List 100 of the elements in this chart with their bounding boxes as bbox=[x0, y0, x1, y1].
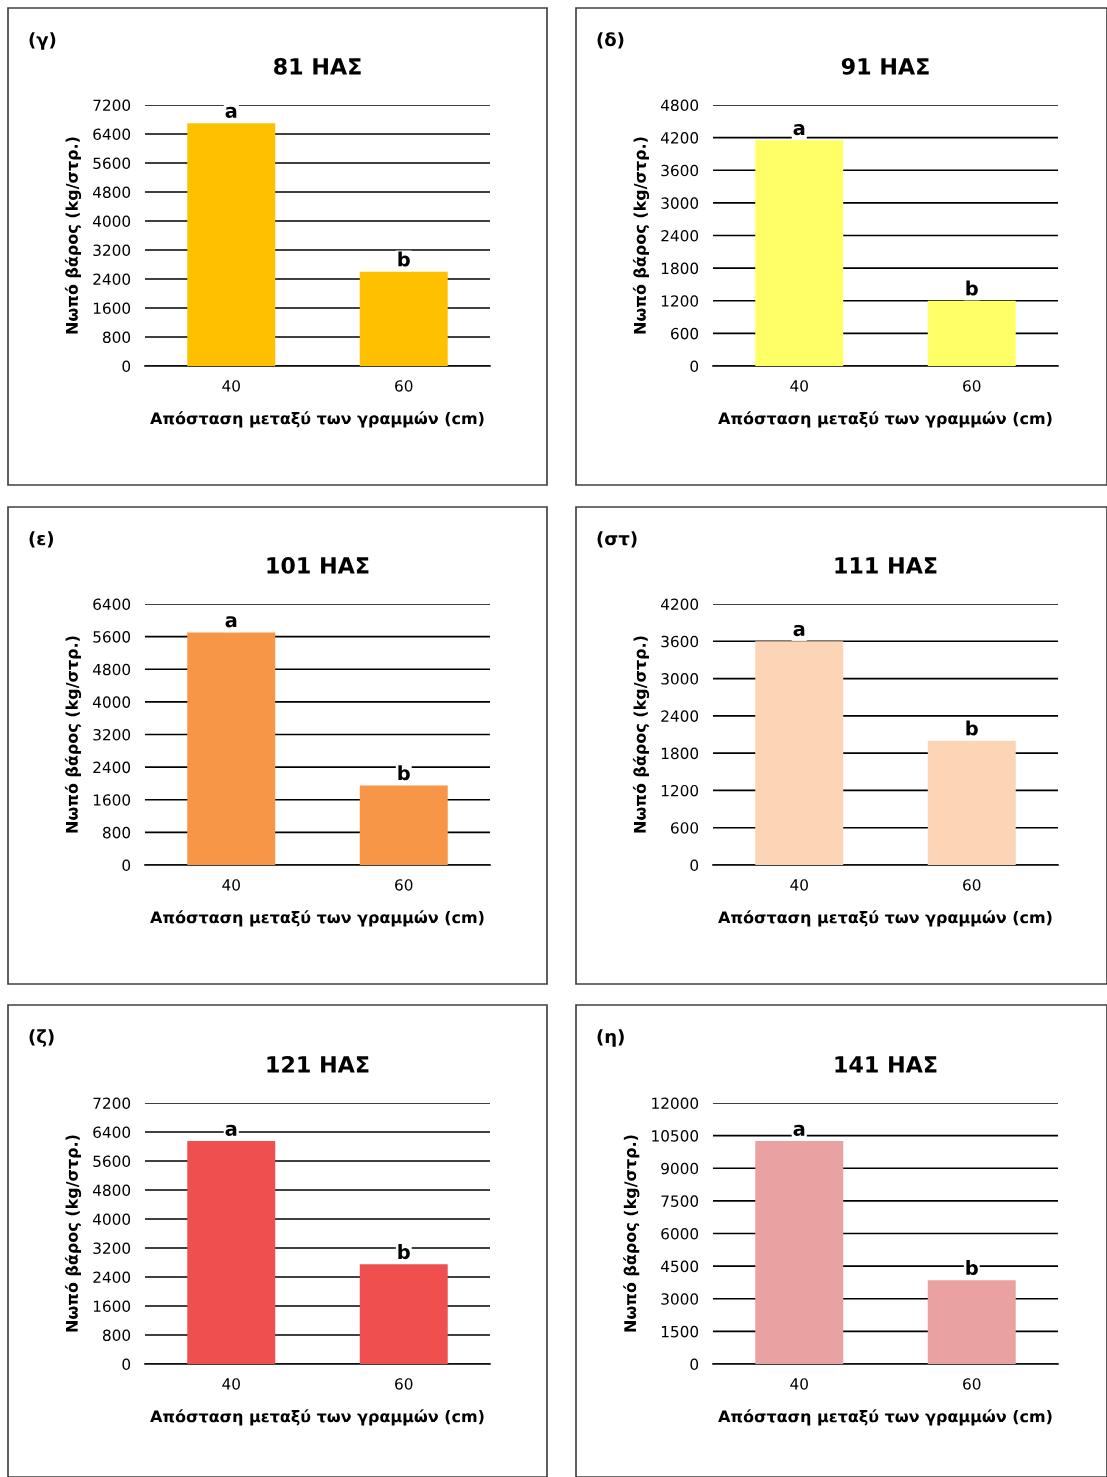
y-tick-label: 2400 bbox=[93, 273, 131, 286]
y-tick-label: 6000 bbox=[661, 1227, 699, 1240]
y-tick-label: 3000 bbox=[661, 673, 699, 685]
chart-title: 121 ΗΑΣ bbox=[267, 1055, 369, 1073]
y-tick-label: 800 bbox=[102, 331, 131, 344]
x-axis-title: Απόσταση μεταξύ των γραμμών (cm) bbox=[150, 411, 484, 428]
text: (στ) bbox=[597, 531, 637, 548]
annotation: a bbox=[793, 124, 805, 136]
y-axis-title: Νωπό βάρος (kg/στρ.) bbox=[632, 137, 650, 334]
y-tick-label: 800 bbox=[102, 1329, 131, 1342]
x-tick-label: 60 bbox=[395, 879, 413, 891]
y-tick-label: 6400 bbox=[93, 598, 131, 611]
text: (ε) bbox=[29, 531, 53, 548]
annotation: a bbox=[793, 624, 805, 637]
annotation: b bbox=[398, 765, 410, 781]
y-tick-label: 3000 bbox=[661, 197, 699, 209]
y-tick-label: 4200 bbox=[660, 132, 699, 144]
x-tick-label: 60 bbox=[963, 879, 981, 891]
y-tick-label: 4500 bbox=[660, 1260, 699, 1273]
x-tick-label: 60 bbox=[963, 380, 981, 392]
y-tick-label: 12000 bbox=[652, 1097, 699, 1110]
y-tick-label: 3200 bbox=[93, 244, 131, 257]
y-tick-label: 4800 bbox=[660, 99, 699, 112]
y-tick-label: 5600 bbox=[93, 1155, 131, 1168]
chart-title: 91 ΗΑΣ bbox=[841, 57, 929, 75]
y-tick-label: 0 bbox=[690, 360, 699, 373]
text: (ζ) bbox=[29, 1029, 54, 1047]
y-axis-title: Νωπό βάρος (kg/στρ.) bbox=[623, 1135, 640, 1332]
y-tick-label: 1600 bbox=[93, 1300, 131, 1313]
y-tick-label: 0 bbox=[122, 1358, 131, 1371]
x-tick-label: 40 bbox=[790, 879, 808, 891]
x-tick-label: 40 bbox=[790, 1378, 808, 1390]
y-tick-label: 4800 bbox=[92, 1184, 131, 1197]
x-tick-label: 60 bbox=[395, 1378, 413, 1390]
y-tick-label: 4000 bbox=[92, 1213, 131, 1226]
annotation: a bbox=[225, 1124, 237, 1136]
y-axis-title: Νωπό βάρος (kg/στρ.) bbox=[632, 636, 650, 833]
y-tick-label: 7200 bbox=[93, 1097, 131, 1110]
chart-title: 101 ΗΑΣ bbox=[267, 556, 369, 574]
annotation: b bbox=[966, 1260, 978, 1276]
annotation: b bbox=[398, 1244, 410, 1260]
y-tick-label: 5600 bbox=[93, 157, 131, 170]
y-tick-label: 4800 bbox=[92, 663, 131, 676]
y-tick-label: 3600 bbox=[661, 164, 699, 177]
y-tick-label: 4000 bbox=[92, 215, 131, 228]
y-tick-label: 2400 bbox=[93, 1271, 131, 1284]
y-tick-label: 0 bbox=[690, 1358, 699, 1371]
y-tick-label: 3200 bbox=[93, 1242, 131, 1255]
y-tick-label: 0 bbox=[122, 360, 131, 373]
y-tick-label: 1800 bbox=[661, 747, 699, 760]
y-tick-label: 0 bbox=[690, 859, 699, 872]
annotation: b bbox=[966, 280, 978, 296]
y-tick-label: 600 bbox=[671, 327, 699, 340]
y-tick-label: 6400 bbox=[93, 128, 131, 141]
y-tick-label: 1800 bbox=[661, 262, 699, 275]
y-tick-label: 9000 bbox=[661, 1162, 699, 1175]
y-tick-label: 1200 bbox=[661, 784, 699, 797]
y-tick-label: 2400 bbox=[661, 710, 699, 722]
y-tick-label: 5600 bbox=[93, 631, 131, 643]
y-axis-title: Νωπό βάρος (kg/στρ.) bbox=[64, 1135, 82, 1332]
text: (γ) bbox=[29, 32, 56, 50]
y-tick-label: 1600 bbox=[93, 302, 131, 315]
x-axis-title: Απόσταση μεταξύ των γραμμών (cm) bbox=[718, 1409, 1052, 1426]
x-tick-label: 40 bbox=[222, 380, 240, 392]
x-axis-title: Απόσταση μεταξύ των γραμμών (cm) bbox=[718, 411, 1052, 428]
y-tick-label: 10500 bbox=[652, 1130, 699, 1142]
y-tick-label: 3000 bbox=[661, 1293, 699, 1305]
y-tick-label: 4800 bbox=[92, 186, 131, 199]
annotation: a bbox=[225, 106, 237, 118]
annotation: a bbox=[225, 616, 237, 628]
x-axis-title: Απόσταση μεταξύ των γραμμών (cm) bbox=[150, 910, 484, 927]
y-tick-label: 4200 bbox=[660, 598, 699, 611]
x-tick-label: 40 bbox=[222, 1378, 240, 1390]
chart-title: 111 ΗΑΣ bbox=[835, 557, 937, 574]
y-tick-label: 4000 bbox=[92, 696, 131, 708]
text: (η) bbox=[597, 1029, 624, 1047]
x-axis-title: Απόσταση μεταξύ των γραμμών (cm) bbox=[718, 910, 1052, 927]
y-tick-label: 2400 bbox=[661, 229, 699, 242]
y-tick-label: 6400 bbox=[93, 1126, 131, 1139]
annotation: b bbox=[398, 251, 410, 267]
y-tick-label: 1600 bbox=[93, 794, 131, 806]
x-axis-title: Απόσταση μεταξύ των γραμμών (cm) bbox=[150, 1409, 484, 1426]
y-axis-title: Νωπό βάρος (kg/στρ.) bbox=[64, 636, 82, 833]
x-tick-label: 60 bbox=[395, 380, 413, 392]
y-tick-label: 7500 bbox=[661, 1195, 699, 1207]
text: (δ) bbox=[597, 32, 624, 49]
y-tick-label: 2400 bbox=[93, 761, 131, 774]
y-tick-label: 1200 bbox=[661, 295, 699, 307]
x-tick-label: 40 bbox=[790, 380, 808, 392]
y-tick-label: 1500 bbox=[661, 1325, 699, 1338]
y-tick-label: 600 bbox=[671, 822, 699, 834]
x-tick-label: 60 bbox=[963, 1378, 981, 1390]
y-axis-title: Νωπό βάρος (kg/στρ.) bbox=[64, 137, 82, 334]
annotation: b bbox=[966, 720, 978, 736]
annotation: a bbox=[793, 1124, 805, 1136]
y-tick-label: 3600 bbox=[661, 635, 699, 648]
chart-title: 81 ΗΑΣ bbox=[274, 57, 361, 75]
y-tick-label: 0 bbox=[122, 859, 131, 872]
chart-title: 141 ΗΑΣ bbox=[835, 1056, 937, 1073]
x-tick-label: 40 bbox=[222, 879, 240, 891]
